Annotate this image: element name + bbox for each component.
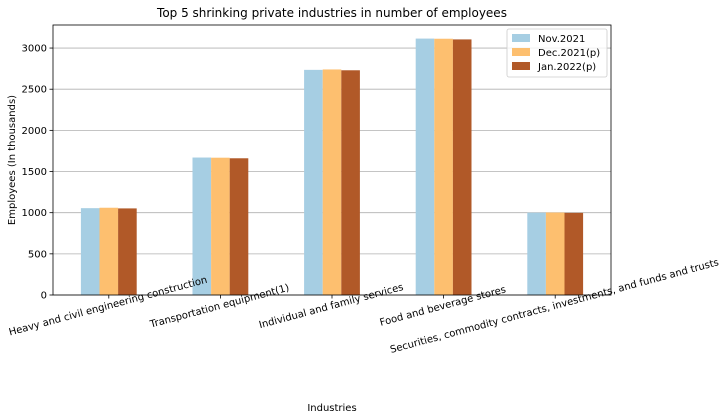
bar (192, 157, 212, 295)
x-axis-label: Industries (307, 403, 356, 414)
bar (452, 39, 472, 295)
legend-label: Nov.2021 (538, 34, 585, 45)
bar (341, 70, 360, 296)
bar (527, 212, 546, 295)
legend-box (506, 28, 608, 78)
bar (434, 38, 453, 296)
bar (564, 212, 584, 295)
bar (211, 157, 230, 295)
y-tick-label: 2000 (22, 126, 47, 137)
y-tick-label: 500 (28, 249, 47, 260)
legend: Nov.2021 Dec.2021(p) Jan.2022(p) (506, 28, 608, 78)
y-axis: 0 500 1000 1500 2000 2500 3000 (22, 44, 53, 302)
y-tick-label: 0 (41, 291, 47, 302)
legend-swatch (512, 48, 530, 56)
bar (304, 69, 323, 295)
bar (80, 208, 100, 295)
y-tick-label: 1500 (22, 167, 47, 178)
y-axis-label: Employees (In thousands) (7, 95, 18, 225)
legend-swatch (512, 34, 530, 42)
legend-swatch (512, 62, 530, 70)
bar (118, 208, 137, 295)
bar (99, 207, 119, 295)
bar (415, 38, 435, 296)
bar (545, 212, 565, 295)
y-tick-label: 3000 (22, 44, 47, 55)
y-tick-label: 2500 (22, 85, 47, 96)
bars-layer (80, 38, 584, 296)
y-tick-label: 1000 (22, 208, 47, 219)
legend-label: Jan.2022(p) (537, 62, 596, 73)
legend-label: Dec.2021(p) (538, 48, 600, 59)
bar (322, 69, 342, 295)
chart-title: Top 5 shrinking private industries in nu… (156, 6, 507, 20)
bar (229, 158, 249, 295)
